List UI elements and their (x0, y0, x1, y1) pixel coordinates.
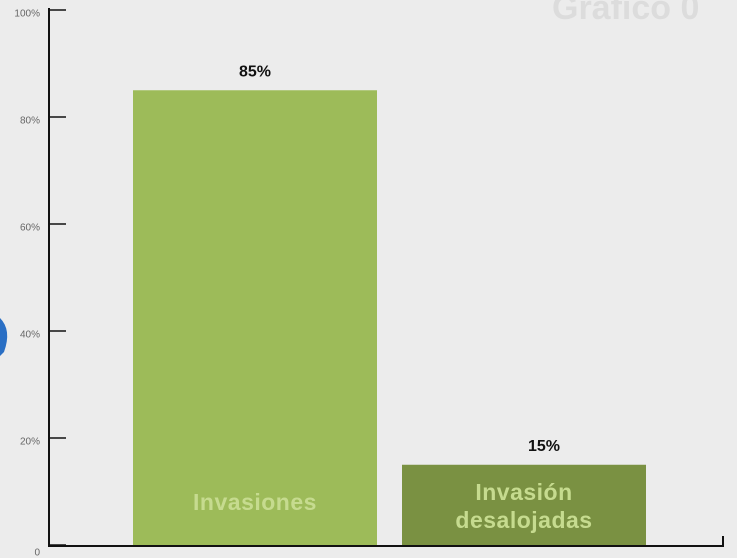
y-tick-label: 40% (20, 330, 40, 341)
y-tick-label: 80% (20, 116, 40, 127)
y-tick-label: 0 (34, 548, 40, 558)
y-tick-label: 100% (14, 9, 40, 20)
value-label: 15% (528, 438, 560, 455)
chart-title: Grafico 0 (552, 0, 699, 27)
bar (402, 464, 646, 545)
x-tick-label: Invasión desalojadas (455, 479, 593, 533)
bar (133, 90, 377, 545)
y-tick-label: 60% (20, 223, 40, 234)
value-label: 85% (239, 63, 271, 80)
decoration (0, 318, 8, 356)
y-tick-label: 20% (20, 437, 40, 448)
x-tick-label: Invasiones (193, 489, 317, 515)
